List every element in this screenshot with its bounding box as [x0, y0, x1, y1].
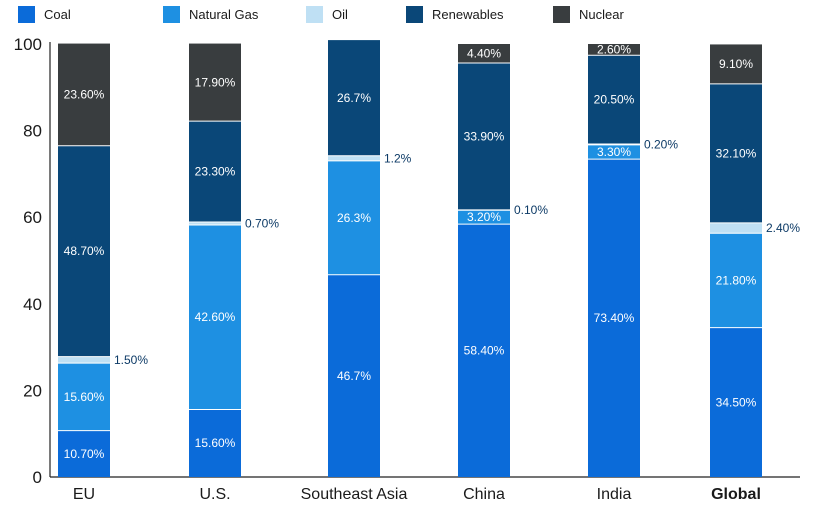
y-tick-label: 0 [33, 468, 42, 487]
y-tick-label: 40 [23, 295, 42, 314]
y-axis: 0 20 40 60 80 100 [14, 35, 800, 487]
bars [58, 40, 762, 478]
x-category-label: China [463, 486, 505, 503]
value-label: 4.40% [467, 47, 501, 61]
legend-swatch [406, 6, 423, 23]
value-label: 23.60% [64, 88, 105, 102]
bar-segment-oil [710, 222, 762, 234]
value-label: 1.50% [114, 353, 148, 367]
bar-segment-natural-gas [710, 233, 762, 328]
value-labels: 10.70% 15.60% 1.50% 48.70% 23.60% 15.60% 42.60… [64, 43, 801, 461]
x-category-label: India [597, 486, 632, 503]
x-category-label: EU [73, 486, 95, 503]
value-label: 15.60% [195, 436, 236, 450]
bar-segment-coal [58, 430, 110, 477]
bar-segment-nuclear [588, 44, 640, 56]
value-label: 34.50% [716, 395, 757, 409]
bar-segment-coal [189, 409, 241, 477]
bar-segment-natural-gas [458, 210, 510, 225]
value-label: 32.10% [716, 146, 757, 160]
legend-label: Nuclear [579, 7, 624, 22]
value-label: 20.50% [594, 93, 635, 107]
value-label: 21.80% [716, 273, 757, 287]
legend-swatch [553, 6, 570, 23]
bar-segment-coal [710, 327, 762, 477]
value-label: 9.10% [719, 57, 753, 71]
y-tick-label: 100 [14, 35, 42, 54]
legend-label: Natural Gas [189, 7, 259, 22]
value-label: 73.40% [594, 311, 635, 325]
value-label: 33.90% [464, 129, 505, 143]
value-label: 15.60% [64, 390, 105, 404]
legend-item-oil: Oil [306, 6, 348, 23]
bar-segment-oil [328, 155, 380, 161]
legend-label: Oil [332, 7, 348, 22]
legend-swatch [163, 6, 180, 23]
value-label: 3.20% [467, 210, 501, 224]
y-tick-label: 60 [23, 208, 42, 227]
value-label: 26.3% [337, 211, 371, 225]
value-label: 3.30% [597, 145, 631, 159]
legend-item-coal: Coal [18, 6, 71, 23]
value-label: 1.2% [384, 151, 412, 165]
legend-item-nuclear: Nuclear [553, 6, 624, 23]
bar-segment-renewables [328, 40, 380, 156]
legend-swatch [18, 6, 35, 23]
legend-swatch [306, 6, 323, 23]
legend-label: Coal [44, 7, 71, 22]
value-label: 23.30% [195, 165, 236, 179]
bar-segment-oil [189, 221, 241, 225]
value-label: 17.90% [195, 75, 236, 89]
bar-segment-natural-gas [328, 160, 380, 275]
y-tick-label: 80 [23, 122, 42, 141]
bar-segment-natural-gas [189, 224, 241, 410]
bar-segment-nuclear [710, 44, 762, 84]
bar-segment-coal [588, 159, 640, 478]
bar-segment-coal [458, 224, 510, 477]
value-label: 26.7% [337, 91, 371, 105]
bar-segment-nuclear [189, 43, 241, 122]
bar-segment-nuclear [458, 44, 510, 64]
value-label: 10.70% [64, 447, 105, 461]
bar-segment-renewables [588, 55, 640, 145]
x-category-label: Southeast Asia [301, 486, 408, 503]
bar-segment-coal [328, 274, 380, 477]
value-label: 0.20% [644, 137, 678, 151]
value-label: 2.40% [766, 221, 800, 235]
bar-segment-oil [58, 356, 110, 364]
legend-item-renewables: Renewables [406, 6, 504, 23]
bar-segment-natural-gas [58, 363, 110, 431]
value-label: 42.60% [195, 310, 236, 324]
value-label: 2.60% [597, 43, 631, 57]
bar-segment-renewables [458, 63, 510, 210]
bar-segment-natural-gas [588, 144, 640, 160]
legend-item-natural-gas: Natural Gas [163, 6, 258, 23]
value-label: 48.70% [64, 244, 105, 258]
x-category-label: U.S. [199, 486, 230, 503]
y-tick-label: 20 [23, 381, 42, 400]
x-category-label: Global [711, 486, 761, 503]
value-label: 0.10% [514, 203, 548, 217]
bar-segment-nuclear [58, 43, 110, 146]
x-axis: EU U.S. Southeast Asia China India Global [73, 486, 761, 503]
bar-segment-renewables [189, 121, 241, 222]
value-label: 58.40% [464, 344, 505, 358]
bar-segment-renewables [58, 145, 110, 357]
legend-label: Renewables [432, 7, 504, 22]
value-label: 0.70% [245, 216, 279, 230]
value-label: 46.7% [337, 369, 371, 383]
bar-segment-renewables [710, 83, 762, 223]
chart-legend: Coal Natural Gas Oil Renewables Nuclear [0, 0, 820, 30]
